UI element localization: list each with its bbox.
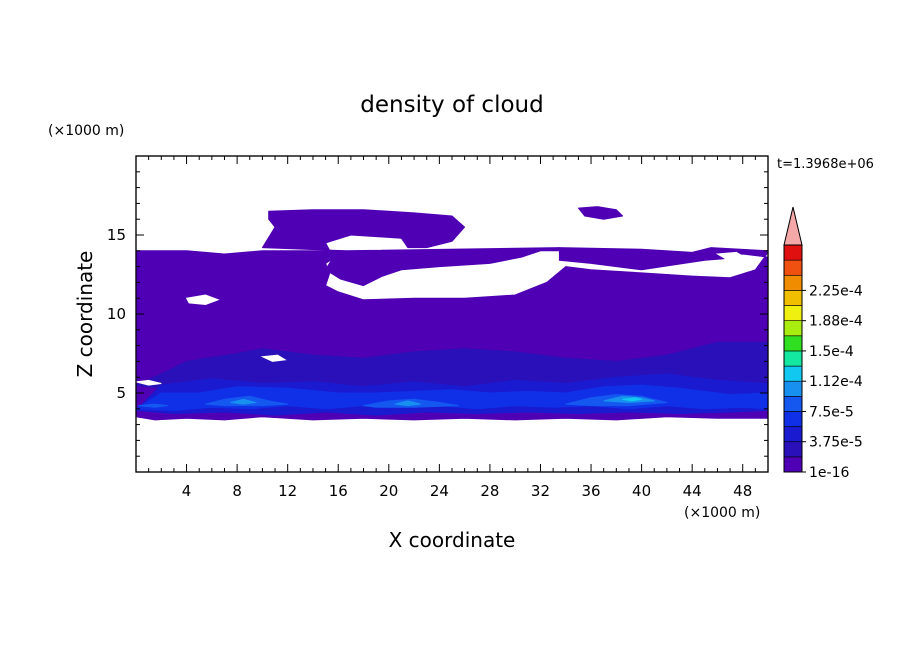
colorbar-swatch xyxy=(783,426,803,443)
x-unit-label: (×1000 m) xyxy=(684,505,760,521)
y-tick-label: 5 xyxy=(116,384,126,402)
y-axis-label: Z coordinate xyxy=(73,251,97,378)
contour-region-9 xyxy=(138,403,169,408)
colorbar-swatch xyxy=(783,411,803,427)
colorbar-swatch xyxy=(783,396,803,412)
colorbar-swatch xyxy=(783,244,803,261)
cloud-gap-0 xyxy=(185,294,220,306)
time-label: t=1.3968e+06 xyxy=(777,157,874,172)
contour-region-11 xyxy=(230,398,257,405)
colorbar-swatch xyxy=(783,274,803,291)
colorbar-label: 2.25e-4 xyxy=(809,283,863,299)
x-tick-label: 12 xyxy=(278,482,297,500)
colorbar-swatch xyxy=(783,350,803,367)
axis-ticks xyxy=(136,156,768,472)
x-tick-label: 4 xyxy=(182,482,192,500)
chart-title: density of cloud xyxy=(360,92,543,118)
x-tick-label: 44 xyxy=(683,482,702,500)
colorbar-swatch xyxy=(783,259,803,276)
colorbar-swatch xyxy=(783,380,803,397)
colorbar-extend-arrow xyxy=(783,206,803,246)
x-tick-label: 48 xyxy=(733,482,752,500)
contour-fill-layer xyxy=(136,206,768,421)
colorbar-swatch xyxy=(783,365,803,382)
colorbar-swatch xyxy=(783,335,803,352)
y-tick-label: 10 xyxy=(107,305,126,323)
colorbar-label: 3.75e-5 xyxy=(809,435,863,451)
x-tick-label: 40 xyxy=(632,482,651,500)
x-tick-label: 32 xyxy=(531,482,550,500)
contour-region-12 xyxy=(394,400,421,407)
colorbar: 1e-16 3.75e-5 7.5e-5 1.12e-4 1.5e-4 1.88e-4 2.… xyxy=(783,206,863,481)
x-tick-label: 28 xyxy=(480,482,499,500)
colorbar-label: 7.5e-5 xyxy=(809,404,854,420)
colorbar-swatch xyxy=(783,305,803,321)
y-tick-labels: 5 10 15 xyxy=(107,226,126,402)
colorbar-label: 1.88e-4 xyxy=(809,314,863,330)
cloud-gap-2 xyxy=(715,251,755,266)
colorbar-swatch xyxy=(783,441,803,458)
colorbar-label: 1e-16 xyxy=(809,465,849,481)
x-tick-label: 16 xyxy=(329,482,348,500)
plot-border xyxy=(135,155,769,473)
colorbar-swatch xyxy=(783,290,803,306)
cloud-gap-3 xyxy=(136,379,162,386)
colorbar-swatch xyxy=(783,456,803,473)
plot-area xyxy=(135,155,769,473)
x-tick-label: 8 xyxy=(232,482,242,500)
x-tick-label: 20 xyxy=(379,482,398,500)
x-tick-label: 24 xyxy=(430,482,449,500)
cloud-gap-1 xyxy=(260,354,287,362)
y-tick-label: 15 xyxy=(107,226,126,244)
contour-region-13 xyxy=(622,397,643,402)
contour-region-2 xyxy=(577,206,624,220)
colorbar-label: 1.5e-4 xyxy=(809,344,854,360)
colorbar-swatch xyxy=(783,320,803,337)
x-axis-label: X coordinate xyxy=(389,528,516,552)
colorbar-frame xyxy=(783,244,803,473)
x-tick-labels: 4 8 12 16 20 24 28 32 36 40 44 48 xyxy=(182,482,752,500)
colorbar-label: 1.12e-4 xyxy=(809,374,863,390)
contour-region-1 xyxy=(261,209,560,287)
y-unit-label: (×1000 m) xyxy=(48,123,124,139)
x-tick-label: 36 xyxy=(581,482,600,500)
